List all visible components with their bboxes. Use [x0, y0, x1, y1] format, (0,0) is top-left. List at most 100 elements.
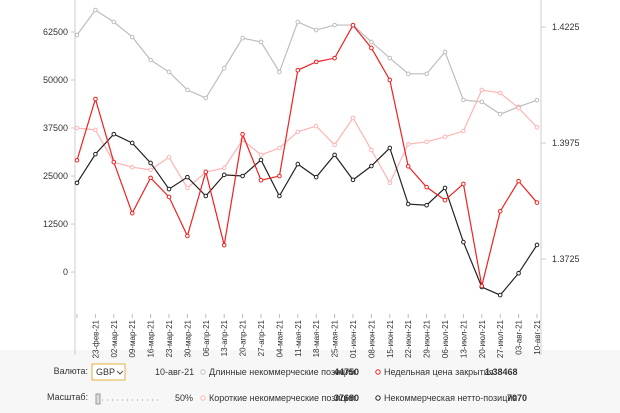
- point: [424, 184, 429, 190]
- point: [277, 173, 282, 179]
- point: [405, 71, 411, 77]
- point: [461, 181, 466, 187]
- point: [166, 69, 172, 75]
- scale-value: 50%: [175, 393, 193, 403]
- point: [497, 90, 503, 96]
- point: [369, 39, 374, 45]
- point: [129, 140, 135, 146]
- series-line: [76, 24, 538, 287]
- x-tick-label: 08-июн-21: [367, 319, 376, 358]
- currency-value[interactable]: GBP: [96, 367, 115, 377]
- x-tick-label: 13-апр-21: [220, 319, 229, 356]
- control-panel: [0, 350, 620, 413]
- x-tick-label: 29-июн-21: [423, 319, 432, 358]
- point: [185, 185, 190, 191]
- point: [534, 125, 540, 130]
- x-tick-label: 11-мая-21: [294, 319, 303, 356]
- point: [111, 19, 117, 25]
- point: [387, 145, 393, 151]
- point: [221, 172, 227, 178]
- x-tick-label: 23-мар-21: [165, 319, 174, 357]
- point: [516, 178, 521, 184]
- point: [258, 177, 264, 183]
- y2-tick-label: 1.4225: [552, 22, 580, 32]
- point: [74, 157, 80, 163]
- x-tick-label: 20-апр-21: [239, 319, 248, 356]
- point: [295, 19, 301, 25]
- point: [277, 193, 282, 199]
- point: [129, 34, 135, 40]
- point: [129, 164, 135, 170]
- legend-label: Недельная цена закрытия: [384, 367, 494, 377]
- legend-marker: [200, 369, 206, 375]
- point: [387, 180, 393, 186]
- point: [387, 55, 393, 61]
- legend-marker: [375, 369, 381, 375]
- point: [405, 163, 411, 169]
- point: [74, 125, 80, 131]
- x-tick-label: 27-апр-21: [257, 319, 266, 356]
- point: [185, 233, 190, 239]
- point: [240, 131, 245, 137]
- legend-marker: [200, 395, 206, 401]
- point: [497, 111, 503, 117]
- y-tick-label: 62500: [43, 27, 68, 37]
- point: [166, 194, 172, 200]
- legend-value: 7070: [507, 393, 527, 403]
- currency-select[interactable]: [91, 363, 126, 381]
- x-tick-label: 23-фев-21: [91, 319, 100, 358]
- point: [479, 283, 485, 289]
- y-tick-label: 50000: [43, 75, 68, 85]
- point: [185, 174, 190, 180]
- point: [479, 87, 485, 93]
- point: [332, 22, 337, 28]
- point: [93, 151, 98, 157]
- scale-label: Масштаб:: [47, 392, 88, 402]
- point: [405, 141, 411, 147]
- point: [369, 163, 374, 169]
- point: [148, 57, 153, 63]
- point: [74, 32, 80, 38]
- point: [534, 97, 540, 103]
- point: [166, 186, 172, 192]
- legend-value: 37680: [334, 393, 359, 403]
- y2-tick-label: 1.3725: [552, 254, 580, 264]
- point: [295, 161, 301, 167]
- point: [93, 96, 98, 102]
- point: [93, 127, 98, 133]
- point: [497, 208, 503, 214]
- legend-label: Некоммерческая нетто-позиция: [384, 393, 517, 403]
- x-tick-label: 25-мая-21: [331, 319, 340, 357]
- point: [258, 39, 264, 45]
- legend-value: 1.38468: [485, 367, 518, 377]
- x-tick-label: 01-июн-21: [349, 319, 358, 358]
- x-tick-label: 06-июл-21: [441, 319, 450, 358]
- point: [442, 49, 448, 55]
- x-tick-label: 18-мая-21: [312, 319, 321, 357]
- x-tick-label: 13-июл-21: [459, 319, 468, 358]
- point: [461, 239, 466, 245]
- date-label: 10-авг-21: [155, 367, 194, 377]
- dropdown-arrow: [116, 370, 124, 375]
- point: [424, 139, 429, 145]
- point: [332, 55, 337, 61]
- point: [148, 175, 153, 181]
- x-tick-label: 10-авг-21: [533, 319, 542, 354]
- point: [258, 157, 264, 163]
- point: [221, 242, 227, 248]
- point: [497, 292, 503, 298]
- point: [424, 71, 429, 77]
- point: [516, 105, 521, 111]
- point: [148, 167, 153, 173]
- point: [442, 197, 448, 203]
- slider-handle[interactable]: [95, 393, 101, 405]
- point: [534, 200, 540, 205]
- y-tick-label: 12500: [43, 219, 68, 229]
- x-tick-label: 22-июн-21: [404, 319, 413, 358]
- series-line: [76, 9, 538, 115]
- point: [221, 65, 227, 71]
- point: [350, 115, 356, 121]
- point: [534, 242, 540, 248]
- point: [258, 152, 264, 158]
